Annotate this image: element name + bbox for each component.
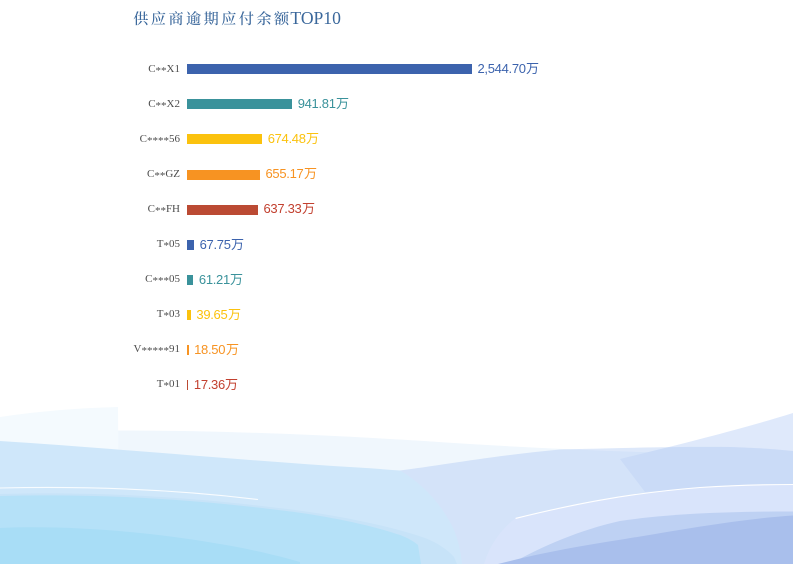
svg-text:TOP10: TOP10 [290,8,341,28]
